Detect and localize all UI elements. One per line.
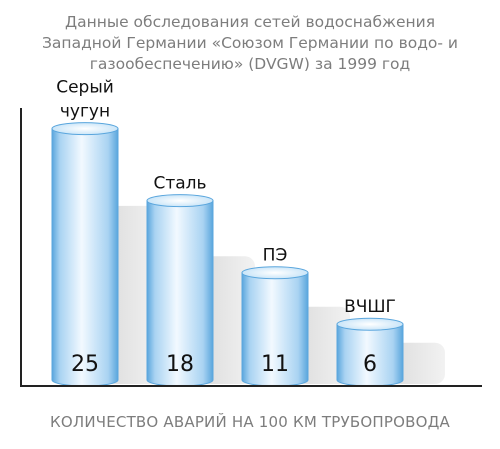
value-label-4: 6 <box>363 352 377 377</box>
bars <box>51 122 404 387</box>
category-label-4: ВЧШГ <box>344 297 396 317</box>
category-label-1-line-2: чугун <box>60 102 110 122</box>
bar-top-1 <box>51 122 119 136</box>
bar-1 <box>51 122 119 387</box>
chart-title-line-1: Данные обследования сетей водоснабжения <box>64 13 436 31</box>
category-label-2: Сталь <box>153 174 206 194</box>
chart-title: Данные обследования сетей водоснабжения … <box>0 12 500 75</box>
bar-2 <box>146 194 214 387</box>
value-label-2: 18 <box>166 352 194 377</box>
bar-top-3 <box>241 266 309 280</box>
chart-title-line-3: газообеспечению» (DVGW) за 1999 год <box>89 55 411 73</box>
bar-3 <box>241 266 309 387</box>
bar-4 <box>336 317 404 387</box>
bar-top-4 <box>336 317 404 331</box>
bar-top-2 <box>146 194 214 208</box>
bar-body-1 <box>51 128 119 387</box>
value-label-3: 11 <box>261 352 289 377</box>
bar-labels: Серый чугун Сталь ПЭ ВЧШГ <box>56 78 396 318</box>
value-label-1: 25 <box>71 352 99 377</box>
category-label-3: ПЭ <box>263 246 288 266</box>
bar-values: 25 18 11 6 <box>71 352 377 377</box>
axes <box>20 108 482 387</box>
chart-title-line-2: Западной Германии «Союзом Германии по во… <box>42 34 458 52</box>
x-axis-label: КОЛИЧЕСТВО АВАРИЙ НА 100 КМ ТРУБОПРОВОДА <box>49 413 450 431</box>
category-label-1-line-1: Серый <box>56 78 114 98</box>
